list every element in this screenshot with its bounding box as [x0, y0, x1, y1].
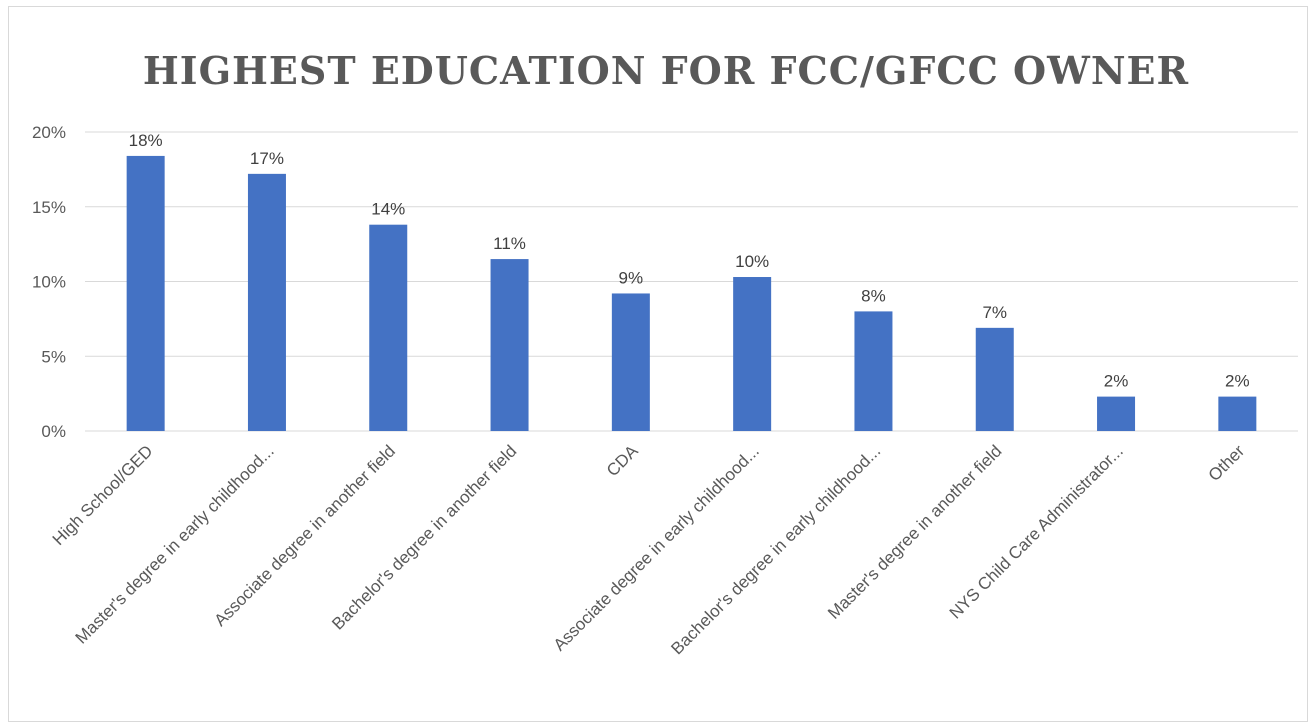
bar — [733, 277, 772, 431]
data-label: 18% — [129, 131, 163, 150]
data-label: 8% — [861, 286, 886, 305]
data-labels: 18% 17% 14% 11% 9% 10% 8% 7% 2% 2% — [129, 131, 1250, 391]
bar — [369, 224, 408, 431]
data-label: 17% — [250, 149, 284, 168]
y-tick-label: 5% — [41, 347, 66, 366]
x-category-label: CDA — [603, 441, 642, 480]
data-label: 10% — [735, 252, 769, 271]
bar — [247, 173, 286, 432]
y-axis-ticks: 0% 5% 10% 15% 20% — [32, 123, 66, 441]
data-label: 14% — [371, 200, 405, 219]
bars — [126, 155, 1257, 432]
bar — [1218, 396, 1257, 431]
chart-frame — [8, 6, 1308, 722]
y-tick-label: 0% — [41, 422, 66, 441]
bar — [975, 327, 1014, 431]
bar — [854, 311, 893, 431]
data-label: 7% — [982, 303, 1007, 322]
x-category-label: Master's degree in early childhood... — [72, 441, 278, 647]
bar — [611, 293, 650, 431]
chart-title: HIGHEST EDUCATION FOR FCC/GFCC OWNER — [143, 48, 1189, 93]
bar — [1097, 396, 1136, 431]
x-category-label: Other — [1205, 441, 1249, 485]
y-tick-label: 15% — [32, 198, 66, 217]
y-tick-label: 20% — [32, 123, 66, 142]
x-category-label: Associate degree in early childhood... — [550, 441, 763, 654]
y-tick-label: 10% — [32, 273, 66, 292]
data-label: 2% — [1225, 372, 1250, 391]
gridlines — [85, 131, 1298, 432]
data-label: 2% — [1104, 372, 1129, 391]
bar — [490, 259, 529, 431]
bar — [126, 155, 165, 432]
data-label: 11% — [493, 234, 526, 253]
x-category-label: Bachelor's degree in early childhood... — [667, 441, 884, 658]
x-category-label: High School/GED — [49, 441, 157, 549]
data-label: 9% — [619, 268, 644, 287]
